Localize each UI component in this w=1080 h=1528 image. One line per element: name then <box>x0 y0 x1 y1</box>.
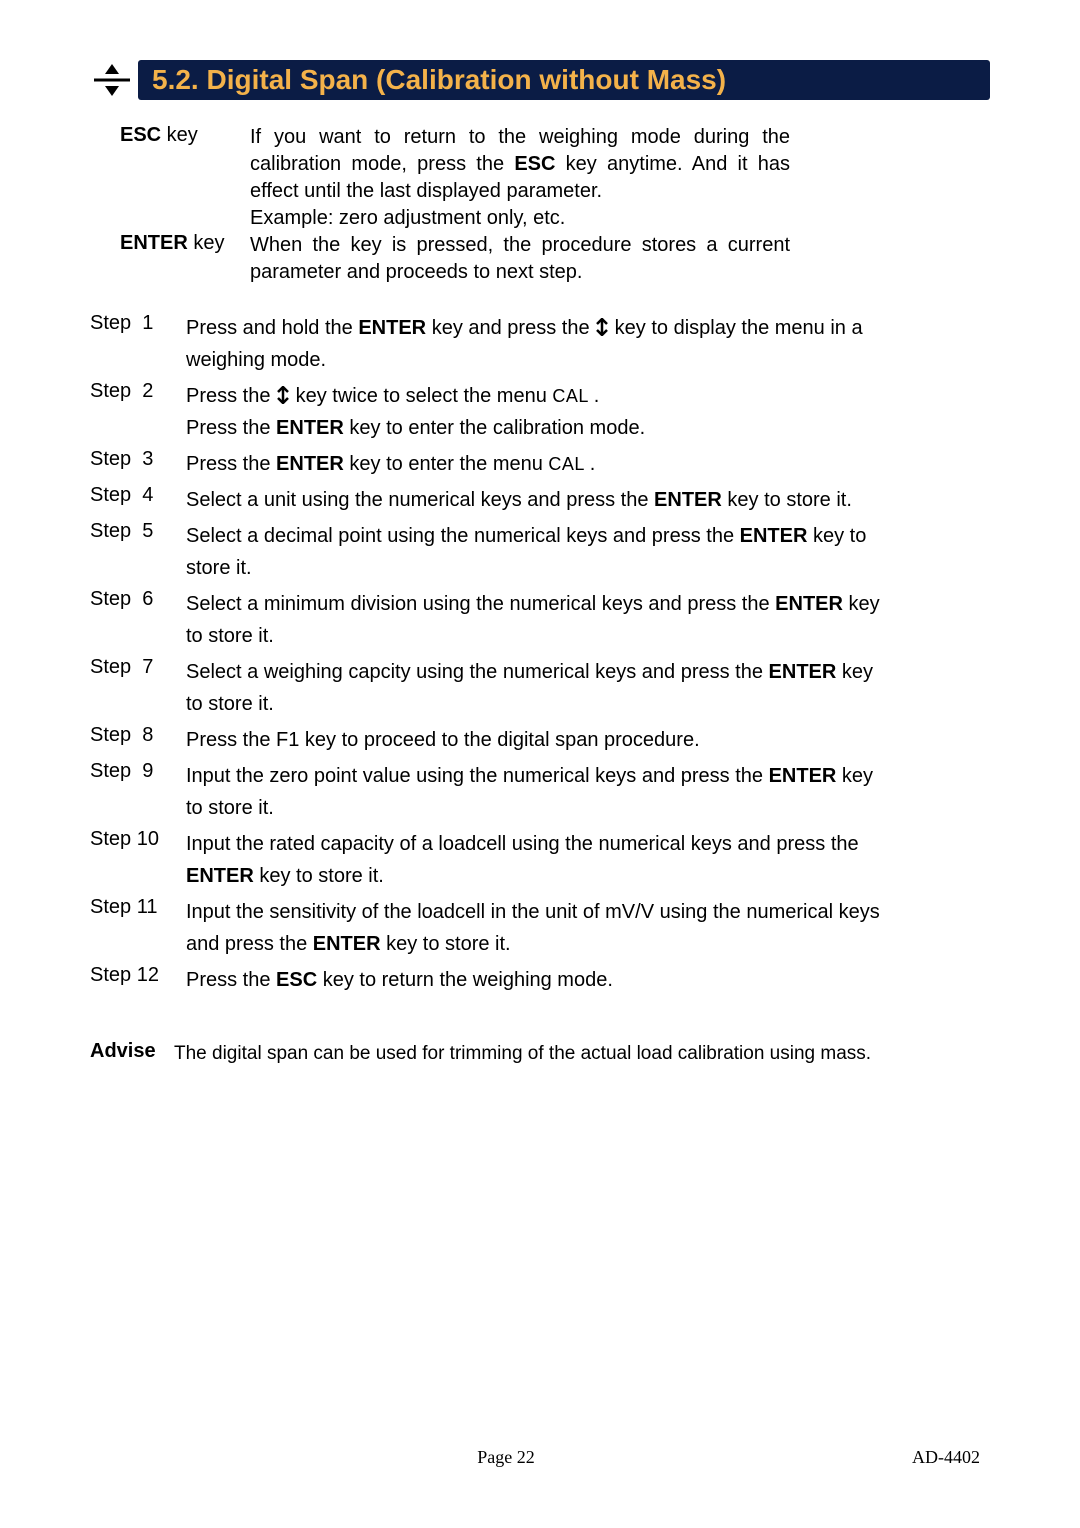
step-body: Input the rated capacity of a loadcell u… <box>186 828 886 892</box>
keydef-body: If you want to return to the weighing mo… <box>250 124 790 232</box>
step-row: Step 3Press the ENTER key to enter the m… <box>90 448 990 480</box>
step-label: Step 9 <box>90 760 186 824</box>
step-label: Step 4 <box>90 484 186 516</box>
step-body: Input the zero point value using the num… <box>186 760 886 824</box>
key-name: ENTER <box>186 865 254 887</box>
step-body: Input the sensitivity of the loadcell in… <box>186 896 886 960</box>
step-label: Step 5 <box>90 520 186 584</box>
key-name: ENTER <box>358 317 426 339</box>
step-label: Step 3 <box>90 448 186 480</box>
step-label: Step 7 <box>90 656 186 720</box>
step-body: Select a weighing capcity using the nume… <box>186 656 886 720</box>
advise-body: The digital span can be used for trimmin… <box>174 1040 871 1069</box>
step-row: Step 2Press the key twice to select the … <box>90 380 990 444</box>
step-body: Press and hold the ENTER key and press t… <box>186 312 886 376</box>
step-body: Press the ESC key to return the weighing… <box>186 964 886 996</box>
key-name: ENTER <box>276 417 344 439</box>
step-label: Step 6 <box>90 588 186 652</box>
step-row: Step 9Input the zero point value using t… <box>90 760 990 824</box>
key-name: ENTER <box>313 933 381 955</box>
keydef-label: ENTER key <box>120 232 250 286</box>
step-body: Press the F1 key to proceed to the digit… <box>186 724 886 756</box>
step-row: Step 7Select a weighing capcity using th… <box>90 656 990 720</box>
step-row: Step 6Select a minimum division using th… <box>90 588 990 652</box>
footer-model: AD-4402 <box>912 1447 980 1468</box>
section-title-text: 5.2. Digital Span (Calibration without M… <box>152 66 726 94</box>
key-name: ENTER <box>654 489 722 511</box>
keydef-label: ESC key <box>120 124 250 232</box>
page-footer: Page 22 AD-4402 <box>0 1447 1080 1468</box>
step-body: Select a decimal point using the numeric… <box>186 520 886 584</box>
keydef-row: ESC keyIf you want to return to the weig… <box>120 124 990 232</box>
key-name: ENTER <box>740 525 808 547</box>
step-row: Step 1Press and hold the ENTER key and p… <box>90 312 990 376</box>
advise-row: Advise The digital span can be used for … <box>90 1040 990 1069</box>
step-label: Step 2 <box>90 380 186 444</box>
key-name: ESC <box>276 969 317 991</box>
cal-code: CAL <box>548 454 589 474</box>
cal-code: CAL <box>552 386 593 406</box>
section-icon <box>90 60 134 100</box>
advise-label: Advise <box>90 1040 174 1069</box>
key-name: ENTER <box>769 765 837 787</box>
key-name: ENTER <box>775 593 843 615</box>
steps-list: Step 1Press and hold the ENTER key and p… <box>90 312 990 996</box>
key-name: ENTER <box>769 661 837 683</box>
step-body: Press the ENTER key to enter the menu CA… <box>186 448 886 480</box>
step-label: Step 11 <box>90 896 186 960</box>
section-title-bar: 5.2. Digital Span (Calibration without M… <box>138 60 990 100</box>
section-title-row: 5.2. Digital Span (Calibration without M… <box>90 60 990 100</box>
keydef-row: ENTER keyWhen the key is pressed, the pr… <box>120 232 990 286</box>
step-row: Step 11Input the sensitivity of the load… <box>90 896 990 960</box>
keydef-body: When the key is pressed, the procedure s… <box>250 232 790 286</box>
step-body: Press the key twice to select the menu C… <box>186 380 886 444</box>
step-label: Step 1 <box>90 312 186 376</box>
step-row: Step 10Input the rated capacity of a loa… <box>90 828 990 892</box>
step-label: Step 10 <box>90 828 186 892</box>
step-row: Step 4Select a unit using the numerical … <box>90 484 990 516</box>
key-name: ESC <box>514 153 555 175</box>
step-row: Step 12Press the ESC key to return the w… <box>90 964 990 996</box>
step-row: Step 8Press the F1 key to proceed to the… <box>90 724 990 756</box>
key-definitions: ESC keyIf you want to return to the weig… <box>120 124 990 286</box>
step-body: Select a minimum division using the nume… <box>186 588 886 652</box>
step-label: Step 8 <box>90 724 186 756</box>
key-name: ENTER <box>276 453 344 475</box>
step-row: Step 5Select a decimal point using the n… <box>90 520 990 584</box>
step-label: Step 12 <box>90 964 186 996</box>
footer-page: Page 22 <box>477 1447 535 1468</box>
step-body: Select a unit using the numerical keys a… <box>186 484 886 516</box>
